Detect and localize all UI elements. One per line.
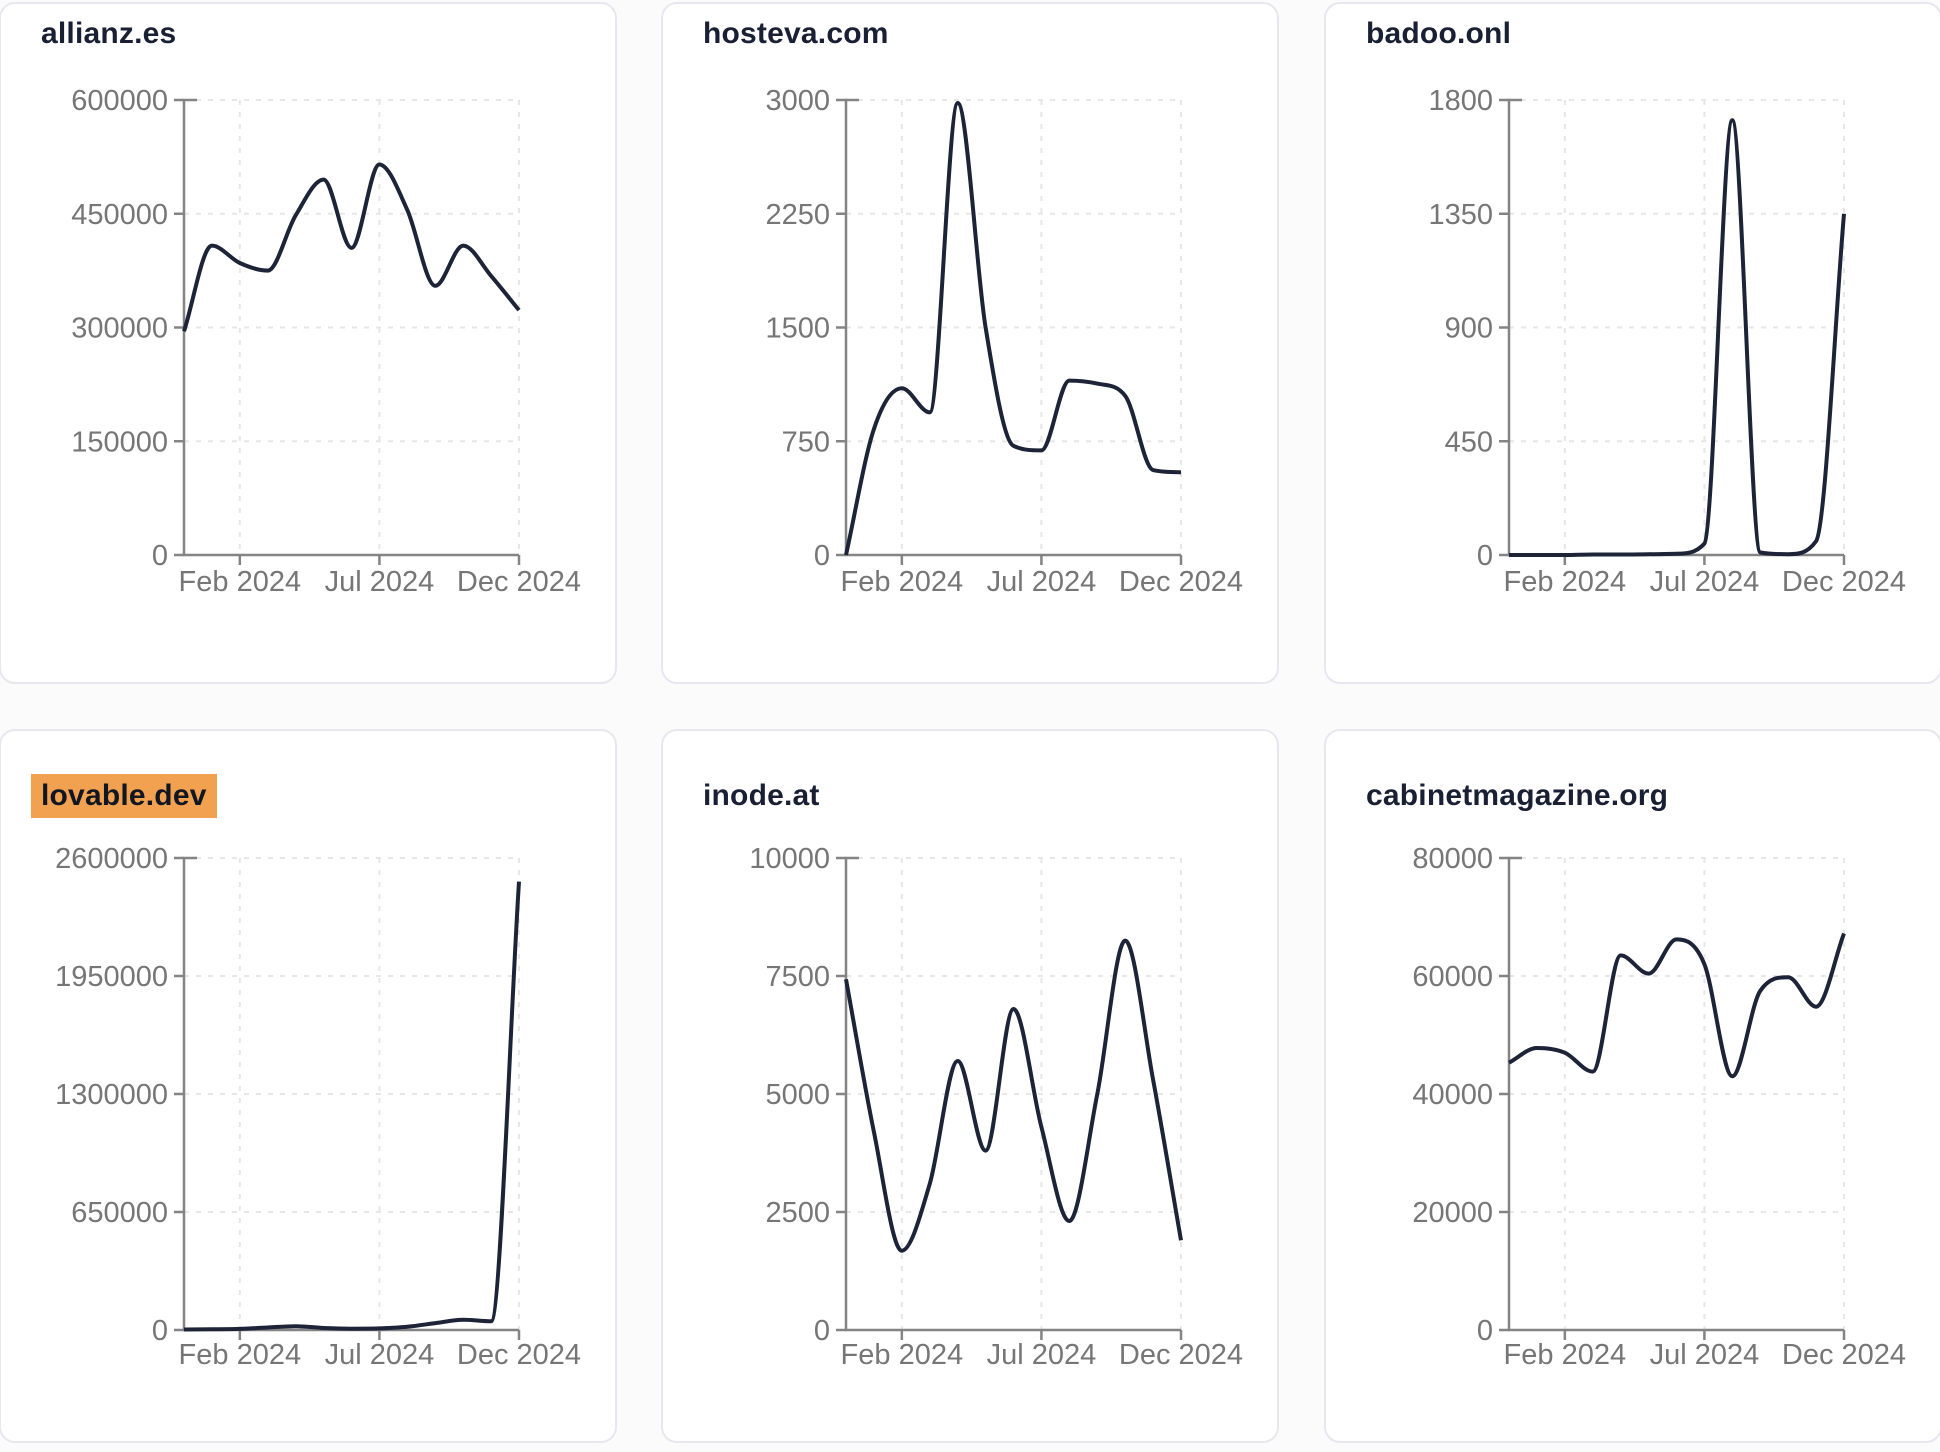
y-tick-label: 3000	[765, 85, 830, 117]
series-line	[1509, 118, 1846, 557]
y-tick-label: 650000	[71, 1197, 168, 1229]
x-tick-label: Feb 2024	[841, 566, 964, 598]
y-tick-label: 150000	[71, 426, 168, 458]
x-tick-label: Jul 2024	[325, 1339, 435, 1371]
gridlines	[846, 99, 1182, 555]
y-tick-label: 2500	[765, 1197, 830, 1229]
x-tick-label: Feb 2024	[179, 566, 302, 598]
chart-card-allianz-es: allianz.es 0 150000 300000 450000 600000 Feb …	[0, 2, 617, 684]
y-tick-label: 40000	[1412, 1079, 1493, 1111]
series-line	[844, 938, 1183, 1253]
gridlines	[1509, 857, 1845, 1330]
y-tick-label: 1350	[1428, 199, 1493, 231]
series-line	[183, 881, 521, 1332]
y-tick-label: 0	[152, 540, 168, 572]
x-tick-label: Jul 2024	[1650, 1339, 1760, 1371]
gridlines	[184, 99, 520, 555]
x-tick-label: Feb 2024	[1504, 1339, 1627, 1371]
chart-title: hosteva.com	[703, 17, 889, 50]
axes: 0 150000 300000 450000 600000 Feb 2024 Jul 202…	[71, 85, 581, 598]
chart-card-inode-at: inode.at 0 2500 5000 7500 10000 Feb 2024 Jul 2…	[661, 729, 1279, 1443]
y-tick-label: 7500	[765, 961, 830, 993]
y-tick-label: 80000	[1412, 843, 1493, 875]
x-tick-label: Jul 2024	[325, 566, 435, 598]
chart-title: badoo.onl	[1366, 17, 1512, 50]
x-tick-label: Dec 2024	[457, 1339, 581, 1371]
y-tick-label: 10000	[749, 843, 830, 875]
series-line	[1508, 932, 1846, 1079]
chart-title: cabinetmagazine.org	[1366, 779, 1669, 812]
x-tick-label: Dec 2024	[1119, 566, 1243, 598]
x-tick-label: Dec 2024	[1119, 1339, 1243, 1371]
axes: 0 20000 40000 60000 80000 Feb 2024 Jul 2024 Dec…	[1412, 843, 1906, 1371]
y-tick-label: 0	[1477, 540, 1493, 572]
x-tick-label: Dec 2024	[1782, 1339, 1906, 1371]
chart-title: allianz.es	[41, 17, 177, 50]
axes: 0 450 900 1350 1800 Feb 2024 Jul 2024 Dec 2024	[1428, 85, 1906, 598]
y-tick-label: 1300000	[55, 1079, 168, 1111]
y-tick-label: 1800	[1428, 85, 1493, 117]
y-tick-label: 600000	[71, 85, 168, 117]
chart-title: inode.at	[703, 779, 820, 812]
chart-canvas: 0 2500 5000 7500 10000 Feb 2024 Jul 2024 Dec 20…	[749, 843, 1243, 1371]
chart-card-badoo-onl: badoo.onl 0 450 900 1350 1800 Feb 2024 Jul 202…	[1324, 2, 1940, 684]
y-tick-label: 0	[814, 540, 830, 572]
gridlines	[846, 857, 1182, 1330]
chart-canvas: 0 650000 1300000 1950000 2600000 Feb 2024 Jul …	[55, 843, 581, 1371]
y-tick-label: 750	[782, 426, 830, 458]
chart-canvas: 0 20000 40000 60000 80000 Feb 2024 Jul 2024 Dec…	[1412, 843, 1906, 1371]
series-line	[182, 162, 521, 332]
x-tick-label: Jul 2024	[987, 1339, 1097, 1371]
x-tick-label: Feb 2024	[841, 1339, 964, 1371]
x-tick-label: Dec 2024	[1782, 566, 1906, 598]
axes: 0 2500 5000 7500 10000 Feb 2024 Jul 2024 Dec 20…	[749, 843, 1243, 1371]
chart-canvas: 0 750 1500 2250 3000 Feb 2024 Jul 2024 Dec 2024	[765, 85, 1243, 598]
series-line	[844, 101, 1182, 556]
y-tick-label: 1500	[765, 313, 830, 345]
y-tick-label: 5000	[765, 1079, 830, 1111]
y-tick-label: 0	[1477, 1315, 1493, 1347]
y-tick-label: 0	[152, 1315, 168, 1347]
chart-card-cabinetmagazine-org: cabinetmagazine.org 0 20000 40000 60000 8000…	[1324, 729, 1940, 1443]
y-tick-label: 2600000	[55, 843, 168, 875]
gridlines	[1509, 99, 1845, 555]
y-tick-label: 1950000	[55, 961, 168, 993]
y-tick-label: 20000	[1412, 1197, 1493, 1229]
y-tick-label: 0	[814, 1315, 830, 1347]
x-tick-label: Dec 2024	[457, 566, 581, 598]
x-tick-label: Jul 2024	[987, 566, 1097, 598]
x-tick-label: Jul 2024	[1650, 566, 1760, 598]
chart-card-hosteva-com: hosteva.com 0 750 1500 2250 3000 Feb 2024 Jul …	[661, 2, 1279, 684]
axes: 0 650000 1300000 1950000 2600000 Feb 2024 Jul …	[55, 843, 581, 1371]
y-tick-label: 450	[1445, 426, 1493, 458]
y-tick-label: 2250	[765, 199, 830, 231]
chart-card-lovable-dev: lovable.dev 0 650000 1300000 1950000 2600000…	[0, 729, 617, 1443]
x-tick-label: Feb 2024	[179, 1339, 302, 1371]
gridlines	[184, 857, 520, 1330]
chart-canvas: 0 450 900 1350 1800 Feb 2024 Jul 2024 Dec 2024	[1428, 85, 1906, 598]
chart-title-highlighted: lovable.dev	[31, 774, 217, 818]
x-tick-label: Feb 2024	[1504, 566, 1627, 598]
chart-canvas: 0 150000 300000 450000 600000 Feb 2024 Jul 202…	[71, 85, 581, 598]
axes: 0 750 1500 2250 3000 Feb 2024 Jul 2024 Dec 2024	[765, 85, 1243, 598]
y-tick-label: 60000	[1412, 961, 1493, 993]
y-tick-label: 300000	[71, 313, 168, 345]
y-tick-label: 450000	[71, 199, 168, 231]
y-tick-label: 900	[1445, 313, 1493, 345]
